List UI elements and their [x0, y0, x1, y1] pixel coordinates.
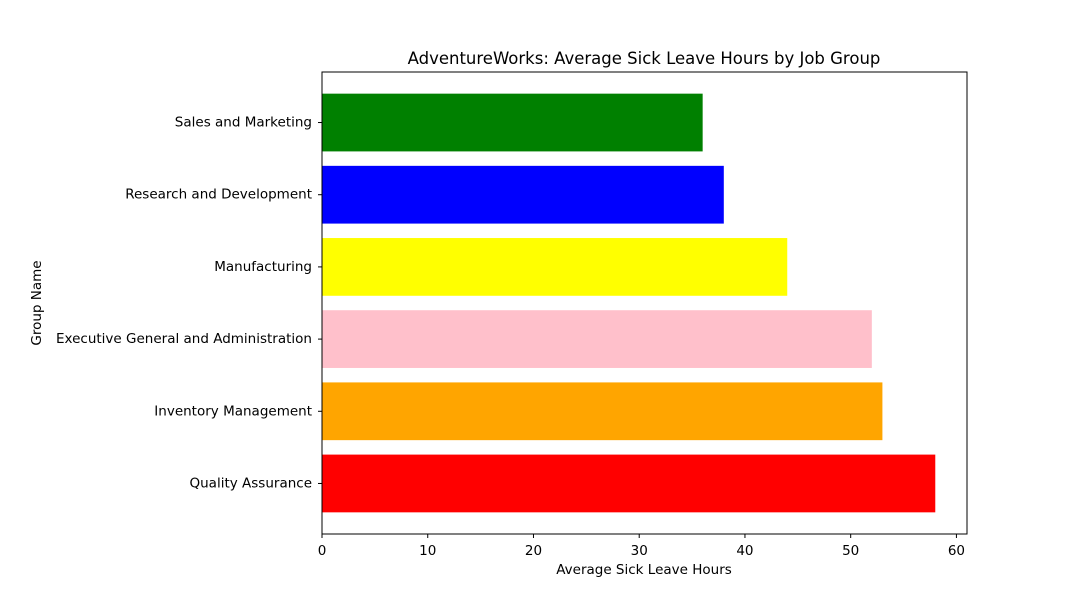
bar-manufacturing	[322, 238, 788, 296]
x-tick-label: 30	[631, 543, 648, 559]
y-tick-label: Inventory Management	[154, 403, 312, 419]
y-axis-label: Group Name	[29, 260, 45, 345]
y-tick-label: Research and Development	[125, 187, 312, 203]
x-tick-label: 50	[842, 543, 859, 559]
bar-executive-general-and-administration	[322, 310, 872, 368]
x-tick-label: 0	[318, 543, 327, 559]
x-tick-label: 60	[948, 543, 965, 559]
y-axis-ticks: Quality Assurance Inventory Management Exe…	[56, 115, 322, 491]
x-tick-label: 40	[736, 543, 753, 559]
x-tick-label: 20	[525, 543, 542, 559]
x-axis-ticks: 0 10 20 30 40 50 60	[318, 534, 965, 559]
bar-quality-assurance	[322, 454, 936, 513]
bar-research-and-development	[322, 165, 724, 224]
y-tick-label: Quality Assurance	[190, 475, 313, 491]
plot-area-frame	[321, 71, 968, 535]
bars-group	[322, 93, 936, 513]
y-tick-label: Manufacturing	[214, 259, 312, 275]
y-tick-label: Sales and Marketing	[175, 115, 312, 131]
chart-title: AdventureWorks: Average Sick Leave Hours…	[408, 49, 881, 68]
y-tick-label: Executive General and Administration	[56, 331, 312, 347]
x-tick-label: 10	[419, 543, 436, 559]
bar-sales-and-marketing	[322, 93, 703, 152]
bar-inventory-management	[322, 382, 883, 441]
x-axis-label: Average Sick Leave Hours	[556, 562, 732, 578]
